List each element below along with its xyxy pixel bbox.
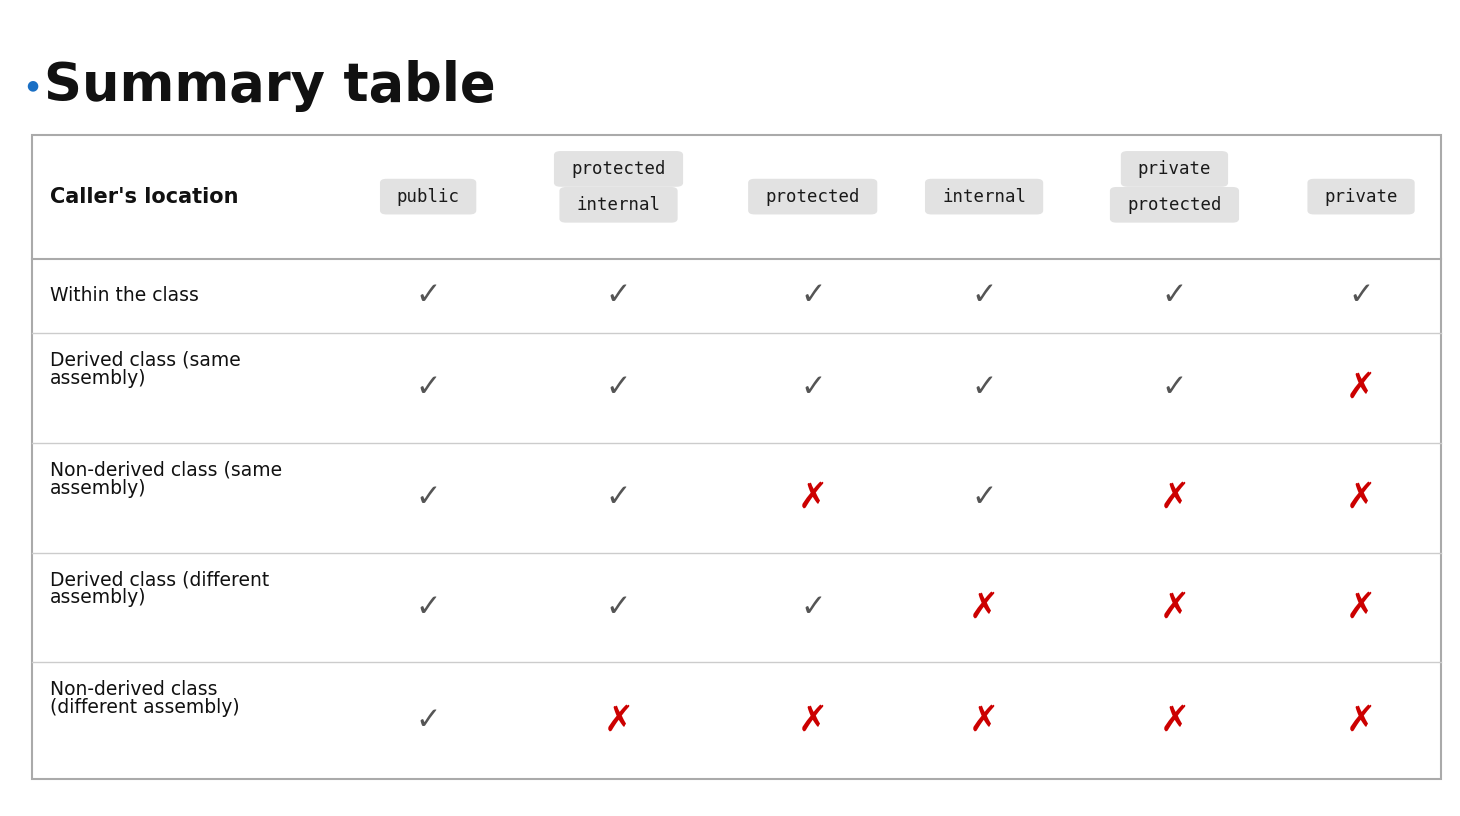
Text: ✗: ✗ <box>1346 591 1377 624</box>
Text: ✓: ✓ <box>800 374 825 402</box>
Text: ✗: ✗ <box>1346 371 1377 405</box>
Text: ✗: ✗ <box>1159 591 1190 624</box>
Text: private: private <box>1324 188 1397 206</box>
Text: internal: internal <box>577 196 660 214</box>
Text: ✓: ✓ <box>800 282 825 310</box>
Text: ✓: ✓ <box>606 483 631 512</box>
Text: ✗: ✗ <box>1159 704 1190 738</box>
Text: ✗: ✗ <box>1346 481 1377 515</box>
Text: ●: ● <box>26 78 38 93</box>
Text: internal: internal <box>942 188 1026 206</box>
Text: Non-derived class: Non-derived class <box>50 681 218 699</box>
Text: ✓: ✓ <box>971 282 997 310</box>
Text: ✓: ✓ <box>1162 374 1187 402</box>
Text: ✓: ✓ <box>606 282 631 310</box>
Text: (different assembly): (different assembly) <box>50 698 239 717</box>
Text: ✓: ✓ <box>416 374 441 402</box>
Text: assembly): assembly) <box>50 369 146 388</box>
Text: ✗: ✗ <box>1346 704 1377 738</box>
Text: Derived class (same: Derived class (same <box>50 351 241 370</box>
Text: ✗: ✗ <box>969 591 999 624</box>
Text: ✓: ✓ <box>416 282 441 310</box>
Text: ✓: ✓ <box>800 593 825 622</box>
Text: ✓: ✓ <box>1162 282 1187 310</box>
Text: ✓: ✓ <box>971 483 997 512</box>
Text: public: public <box>397 188 460 206</box>
Text: Derived class (different: Derived class (different <box>50 570 269 589</box>
Text: ✗: ✗ <box>603 704 634 738</box>
Text: ✗: ✗ <box>797 704 828 738</box>
Text: ✓: ✓ <box>1348 282 1374 310</box>
Text: Summary table: Summary table <box>44 60 495 112</box>
Text: Within the class: Within the class <box>50 286 199 305</box>
Text: assembly): assembly) <box>50 479 146 498</box>
Text: ✓: ✓ <box>416 593 441 622</box>
Text: ✓: ✓ <box>606 374 631 402</box>
Text: protected: protected <box>571 160 666 178</box>
Text: Non-derived class (same: Non-derived class (same <box>50 461 282 480</box>
Text: private: private <box>1137 160 1212 178</box>
Text: ✗: ✗ <box>969 704 999 738</box>
Text: ✓: ✓ <box>971 374 997 402</box>
Text: protected: protected <box>765 188 860 206</box>
Text: ✓: ✓ <box>416 707 441 735</box>
Text: ✓: ✓ <box>606 593 631 622</box>
Text: ✓: ✓ <box>416 483 441 512</box>
Text: assembly): assembly) <box>50 588 146 607</box>
Text: ✗: ✗ <box>797 481 828 515</box>
Text: ✗: ✗ <box>1159 481 1190 515</box>
Text: protected: protected <box>1127 196 1222 214</box>
Text: Caller's location: Caller's location <box>50 187 238 206</box>
